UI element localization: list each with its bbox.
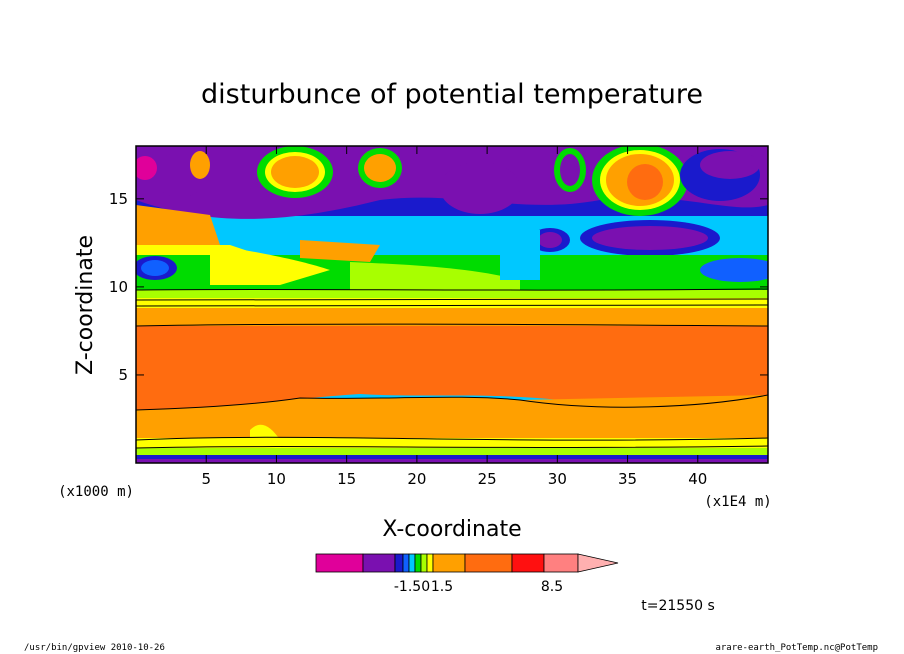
coldest-cell xyxy=(136,156,157,180)
x-axis: 5 10 15 20 25 30 35 40 xyxy=(201,146,707,488)
y-tick-label: 15 xyxy=(109,190,128,208)
colorbar-swatch xyxy=(362,553,396,573)
colorbar-swatch xyxy=(420,553,428,573)
colorbar-labels: -1.50 1.5 8.5 xyxy=(394,579,563,595)
warm-cell-2 xyxy=(364,154,396,182)
warm-cell-1 xyxy=(271,156,319,188)
footer-left: /usr/bin/gpview 2010-10-26 xyxy=(24,643,165,653)
y-axis-label: Z-coordinate xyxy=(73,235,98,375)
colorbar-arrow xyxy=(577,553,619,573)
x-tick-label: 15 xyxy=(337,470,356,488)
contour-field xyxy=(136,146,768,463)
colorbar-swatch xyxy=(432,553,466,573)
colorbar-swatch xyxy=(511,553,545,573)
time-label: t=21550 s xyxy=(641,598,715,614)
x-tick-label: 30 xyxy=(548,470,567,488)
x-tick-label: 20 xyxy=(407,470,426,488)
colorbar-label: -1.50 xyxy=(394,579,430,595)
colorbar-swatch xyxy=(315,553,364,573)
x-tick-label: 40 xyxy=(688,470,707,488)
warm-band xyxy=(136,326,768,410)
x-tick-label: 10 xyxy=(267,470,286,488)
x-tick-label: 25 xyxy=(478,470,497,488)
chart-title: disturbunce of potential temperature xyxy=(201,79,703,110)
y-tick-label: 5 xyxy=(118,366,128,384)
colorbar-label: 8.5 xyxy=(541,579,563,595)
colorbar-swatch xyxy=(543,553,579,573)
footer-right: arare-earth_PotTemp.nc@PotTemp xyxy=(715,643,878,653)
y-axis: 5 10 15 xyxy=(109,190,768,384)
colorbar-swatch xyxy=(394,553,404,573)
colorbar-swatch xyxy=(408,553,416,573)
colorbar-swatch xyxy=(402,553,410,573)
plot-frame xyxy=(135,145,769,464)
colorbar xyxy=(315,553,619,573)
cold-cell-1 xyxy=(440,162,520,214)
x-unit-right: (x1E4 m) xyxy=(704,494,771,510)
x-axis-label: X-coordinate xyxy=(382,517,521,542)
x-tick-label: 35 xyxy=(618,470,637,488)
colorbar-swatch xyxy=(426,553,434,573)
colorbar-label: 1.5 xyxy=(431,579,453,595)
colorbar-swatch xyxy=(464,553,513,573)
x-unit-left: (x1000 m) xyxy=(58,484,134,500)
colorbar-swatch xyxy=(414,553,422,573)
x-tick-label: 5 xyxy=(201,470,211,488)
y-tick-label: 10 xyxy=(109,278,128,296)
